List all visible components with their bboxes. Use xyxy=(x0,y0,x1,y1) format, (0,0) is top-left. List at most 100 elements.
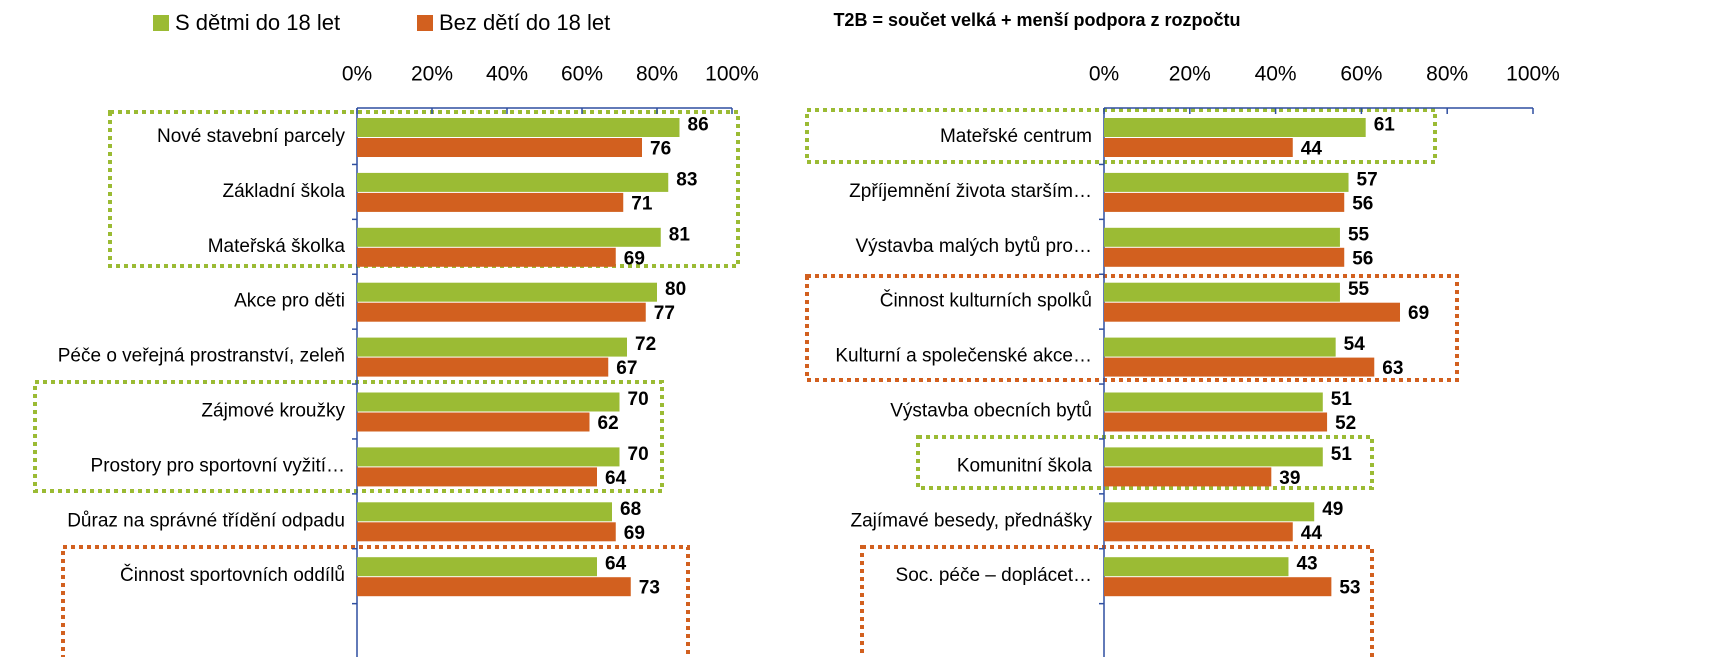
data-label: 69 xyxy=(624,523,645,544)
legend-swatch xyxy=(417,15,433,31)
highlight-box xyxy=(916,435,1374,490)
category-label: Kulturní a společenské akce… xyxy=(835,346,1092,367)
highlight-box xyxy=(805,108,1437,164)
category-label: Zpříjemnění života starším… xyxy=(849,181,1092,202)
data-label: 86 xyxy=(688,115,709,136)
data-label: 61 xyxy=(1374,115,1396,136)
x-tick-label: 20% xyxy=(1169,63,1211,86)
bar xyxy=(357,282,657,302)
bar xyxy=(1104,192,1345,212)
data-label: 64 xyxy=(605,468,627,489)
bar xyxy=(1104,502,1315,522)
bar xyxy=(357,577,631,597)
bar xyxy=(357,502,612,522)
x-tick-label: 60% xyxy=(1340,63,1382,86)
data-label: 64 xyxy=(605,554,627,575)
highlight-box xyxy=(805,274,1459,382)
bar xyxy=(1104,447,1323,467)
data-label: 43 xyxy=(1296,554,1317,575)
data-label: 83 xyxy=(676,169,697,190)
x-tick-label: 20% xyxy=(411,63,453,86)
x-tick-label: 40% xyxy=(1255,63,1297,86)
bar xyxy=(357,467,597,487)
data-label: 62 xyxy=(598,413,619,434)
bar xyxy=(1104,172,1349,192)
chart-title: T2B = součet velká + menší podpora z roz… xyxy=(833,10,1240,30)
data-label: 76 xyxy=(650,139,671,160)
bar xyxy=(357,118,680,137)
bar xyxy=(357,138,642,157)
highlight-box xyxy=(33,380,664,493)
bar xyxy=(1104,522,1293,542)
bar xyxy=(357,192,624,212)
category-label: Činnost kulturních spolků xyxy=(880,290,1092,312)
data-label: 81 xyxy=(669,224,691,245)
category-label: Mateřské centrum xyxy=(940,126,1092,147)
bar xyxy=(1104,138,1293,157)
bar xyxy=(1104,357,1375,377)
bar xyxy=(357,392,620,412)
data-label: 69 xyxy=(624,248,645,269)
bar xyxy=(1104,247,1345,267)
bar xyxy=(357,302,646,322)
category-label: Výstavba malých bytů pro… xyxy=(855,236,1092,257)
x-tick-label: 60% xyxy=(561,63,603,86)
data-label: 52 xyxy=(1335,413,1356,434)
category-label: Péče o veřejná prostranství, zeleň xyxy=(58,346,345,367)
data-label: 69 xyxy=(1408,303,1429,324)
data-label: 55 xyxy=(1348,279,1370,300)
data-label: 44 xyxy=(1301,523,1323,544)
data-label: 63 xyxy=(1382,358,1403,379)
data-label: 70 xyxy=(628,444,649,465)
bar xyxy=(357,337,627,357)
bar xyxy=(1104,118,1366,137)
data-label: 44 xyxy=(1301,139,1323,160)
bar xyxy=(357,522,616,542)
category-label: Zájmové kroužky xyxy=(201,401,345,422)
data-label: 56 xyxy=(1352,193,1373,214)
data-label: 68 xyxy=(620,499,641,520)
data-label: 39 xyxy=(1279,468,1300,489)
bar xyxy=(1104,577,1332,597)
category-label: Mateřská školka xyxy=(208,236,346,257)
data-label: 67 xyxy=(616,358,637,379)
legend-swatch xyxy=(153,15,169,31)
x-tick-label: 100% xyxy=(705,63,759,86)
bar xyxy=(357,357,609,377)
data-label: 77 xyxy=(654,303,675,324)
category-label: Činnost sportovních oddílů xyxy=(120,564,345,586)
category-label: Nové stavební parcely xyxy=(157,126,345,147)
data-label: 71 xyxy=(631,193,653,214)
category-label: Soc. péče – doplácet… xyxy=(896,565,1092,586)
data-label: 54 xyxy=(1344,334,1366,355)
data-label: 70 xyxy=(628,389,649,410)
category-label: Zajímavé besedy, přednášky xyxy=(851,510,1093,531)
x-tick-label: 0% xyxy=(342,63,372,86)
bar xyxy=(1104,412,1328,432)
data-label: 80 xyxy=(665,279,686,300)
x-tick-label: 40% xyxy=(486,63,528,86)
legend-label: S dětmi do 18 let xyxy=(175,10,340,35)
bar xyxy=(1104,337,1336,357)
bar xyxy=(357,247,616,267)
x-tick-label: 0% xyxy=(1089,63,1119,86)
data-label: 72 xyxy=(635,334,656,355)
category-label: Výstavba obecních bytů xyxy=(890,401,1092,422)
x-tick-label: 100% xyxy=(1506,63,1560,86)
data-label: 55 xyxy=(1348,224,1370,245)
data-label: 53 xyxy=(1339,578,1360,599)
legend-label: Bez dětí do 18 let xyxy=(439,10,610,35)
data-label: 51 xyxy=(1331,389,1353,410)
bar xyxy=(1104,282,1340,302)
highlight-box xyxy=(61,545,690,657)
category-label: Důraz na správné třídění odpadu xyxy=(67,510,345,531)
data-label: 57 xyxy=(1357,169,1378,190)
data-label: 73 xyxy=(639,578,660,599)
bar xyxy=(1104,227,1340,247)
x-tick-label: 80% xyxy=(1426,63,1468,86)
bar xyxy=(1104,557,1289,577)
data-label: 56 xyxy=(1352,248,1373,269)
bar xyxy=(357,412,590,432)
category-label: Komunitní škola xyxy=(957,455,1093,476)
